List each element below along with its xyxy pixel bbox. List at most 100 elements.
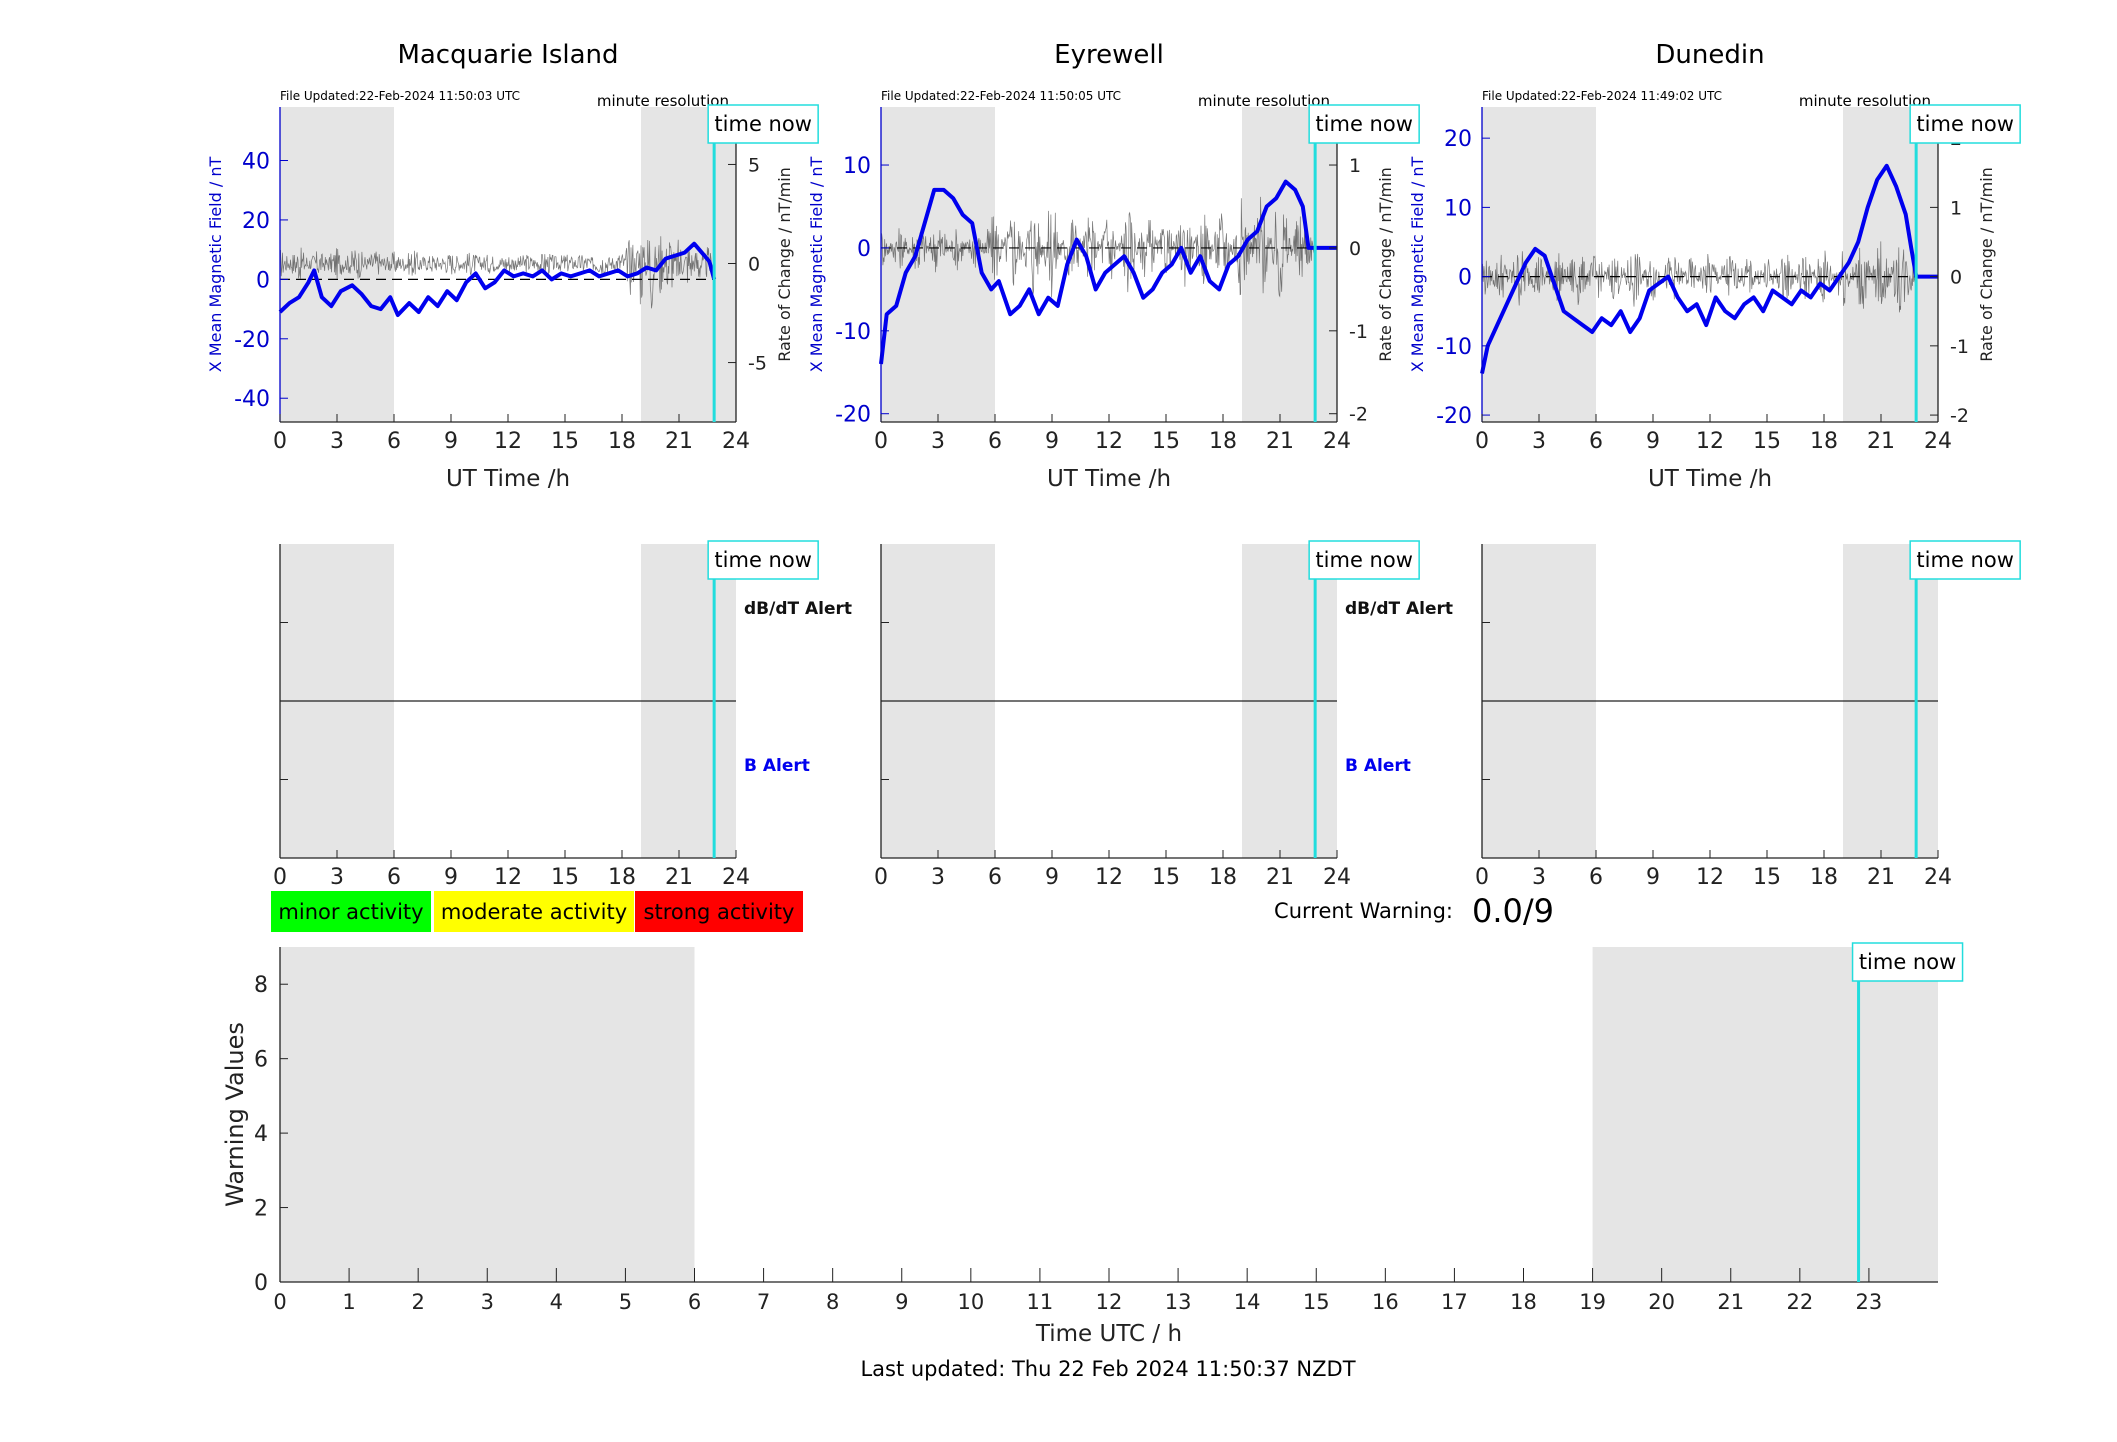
station-1-y-label: X Mean Magnetic Field / nT: [807, 157, 826, 373]
warning-y-tick-label: 6: [254, 1048, 268, 1073]
warning-x-tick-label: 4: [550, 1290, 563, 1314]
station-2-y2-tick-label: -2: [1950, 405, 1969, 427]
alert-2-time-now-label: time now: [1916, 548, 2013, 572]
station-0-y2-tick-label: 5: [748, 154, 760, 176]
station-2-title: Dunedin: [1655, 40, 1764, 70]
warning-x-tick-label: 21: [1717, 1290, 1744, 1314]
station-0-y-tick-label: 20: [242, 209, 270, 234]
alert-2-panel: 0 3 6 9 12 15 18 21 24 time now: [1475, 540, 2021, 890]
warning-y-tick-label: 0: [254, 1271, 268, 1296]
warning-x-tick-label: 2: [411, 1290, 424, 1314]
station-2-y2-tick-label: 0: [1950, 267, 1962, 289]
warning-x-tick-label: 18: [1510, 1290, 1537, 1314]
alert-0-dbdt-alert: dB/dT Alert: [744, 599, 852, 619]
station-1-x-tick-label: 0: [874, 429, 888, 454]
station-1-y2-tick-label: -2: [1349, 404, 1368, 426]
warning-x-tick-label: 0: [273, 1290, 286, 1314]
station-1-y2-tick-label: 1: [1349, 155, 1361, 177]
station-2-y-label: X Mean Magnetic Field / nT: [1408, 157, 1427, 373]
alert-1-x-tick-label: 18: [1209, 865, 1237, 890]
legend-label-1: moderate activity: [441, 900, 627, 924]
station-1-x-tick-label: 24: [1323, 429, 1351, 454]
alert-2-x-tick-label: 6: [1589, 865, 1603, 890]
station-1-x-tick-label: 6: [988, 429, 1002, 454]
alert-0-time-now-label: time now: [714, 548, 811, 572]
alert-1-panel: 0 3 6 9 12 15 18 21 24 time now dB/dT Alert B Alert: [874, 540, 1453, 890]
alert-1-b-alert: B Alert: [1345, 756, 1411, 776]
warning-x-tick-label: 1: [342, 1290, 355, 1314]
alert-2-x-tick-label: 21: [1867, 865, 1895, 890]
station-0-x-label: UT Time /h: [446, 466, 570, 492]
station-2-y-tick-label: -20: [1436, 404, 1472, 429]
station-0-file-updated: File Updated:22-Feb-2024 11:50:03 UTC: [280, 89, 520, 103]
station-0-x-tick-label: 21: [665, 429, 693, 454]
last-updated: Last updated: Thu 22 Feb 2024 11:50:37 N…: [860, 1357, 1355, 1381]
station-0-chart: -40 -20 0 20 40 -5 0 5 0 3 6 9 12 15 18 21 24 Macquarie I…: [206, 40, 819, 492]
legend-label-0: minor activity: [278, 900, 423, 924]
alert-1-x-tick-label: 6: [988, 865, 1002, 890]
alert-0-x-tick-label: 12: [494, 865, 522, 890]
warning-x-tick-label: 13: [1165, 1290, 1192, 1314]
station-2-y-tick-label: 20: [1444, 127, 1472, 152]
station-0-y-tick-label: -20: [234, 328, 270, 353]
station-0-y2-tick-label: -5: [748, 353, 767, 375]
alert-2-x-tick-label: 12: [1696, 865, 1724, 890]
station-1-time-now-box: [1308, 104, 1420, 144]
alert-1-x-tick-label: 12: [1095, 865, 1123, 890]
station-0-x-tick-label: 18: [608, 429, 636, 454]
legend-swatch-1: [434, 891, 634, 932]
station-2-time-now-box: [1909, 104, 2021, 144]
station-2-field-series: [1480, 163, 1938, 374]
alert-0-x-tick-label: 0: [273, 865, 287, 890]
warning-x-tick-label: 23: [1856, 1290, 1883, 1314]
station-2-y-tick-label: 0: [1458, 266, 1472, 291]
warning-x-tick-label: 11: [1027, 1290, 1054, 1314]
station-0-y2-label: Rate of Change / nT/min: [775, 167, 794, 362]
alert-1-x-tick-label: 3: [931, 865, 945, 890]
alert-1-x-tick-label: 9: [1045, 865, 1059, 890]
alert-1-x-tick-label: 24: [1323, 865, 1351, 890]
station-2-file-updated: File Updated:22-Feb-2024 11:49:02 UTC: [1482, 89, 1722, 103]
station-1-x-tick-label: 9: [1045, 429, 1059, 454]
station-1-night-band: [1242, 107, 1337, 422]
legend-label-2: strong activity: [644, 900, 795, 924]
alert-2-x-tick-label: 3: [1532, 865, 1546, 890]
station-0-x-tick-label: 9: [444, 429, 458, 454]
warning-x-tick-label: 12: [1096, 1290, 1123, 1314]
station-0-rate-trace: [279, 236, 715, 309]
alert-2-x-tick-label: 9: [1646, 865, 1660, 890]
warning-x-label: Time UTC / h: [1035, 1321, 1182, 1347]
alert-1-x-tick-label: 0: [874, 865, 888, 890]
station-2-y2-tick-label: -1: [1950, 336, 1969, 358]
station-2-minute-resolution: minute resolution: [1799, 92, 1931, 110]
station-2-x-tick-label: 0: [1475, 429, 1489, 454]
warning-x-tick-label: 16: [1372, 1290, 1399, 1314]
station-2-x-tick-label: 21: [1867, 429, 1895, 454]
station-1-x-tick-label: 3: [931, 429, 945, 454]
legend-swatch-2: [635, 891, 803, 932]
station-0-y-tick-label: -40: [234, 387, 270, 412]
station-1-x-tick-label: 12: [1095, 429, 1123, 454]
station-0-y-tick-label: 0: [256, 268, 270, 293]
warning-x-tick-label: 6: [688, 1290, 701, 1314]
warning-y-tick-label: 8: [254, 973, 268, 998]
alert-2-x-tick-label: 0: [1475, 865, 1489, 890]
station-0-x-tick-label: 15: [551, 429, 579, 454]
warning-x-tick-label: 19: [1579, 1290, 1606, 1314]
station-2-night-band: [1843, 107, 1938, 422]
alert-0-b-alert: B Alert: [744, 756, 810, 776]
warning-y-tick-label: 4: [254, 1122, 268, 1147]
station-0-time-now-label: time now: [714, 112, 811, 136]
station-1-y-tick-label: -10: [835, 320, 871, 345]
alert-1-x-tick-label: 15: [1152, 865, 1180, 890]
alert-0-x-tick-label: 21: [665, 865, 693, 890]
station-0-field-series: [278, 241, 717, 317]
alert-2-x-tick-label: 24: [1924, 865, 1952, 890]
warning-time-now-label: time now: [1859, 950, 1956, 974]
station-0-x-tick-label: 6: [387, 429, 401, 454]
alert-2-x-tick-label: 18: [1810, 865, 1838, 890]
warning-x-tick-label: 3: [481, 1290, 494, 1314]
alert-0-x-tick-label: 15: [551, 865, 579, 890]
